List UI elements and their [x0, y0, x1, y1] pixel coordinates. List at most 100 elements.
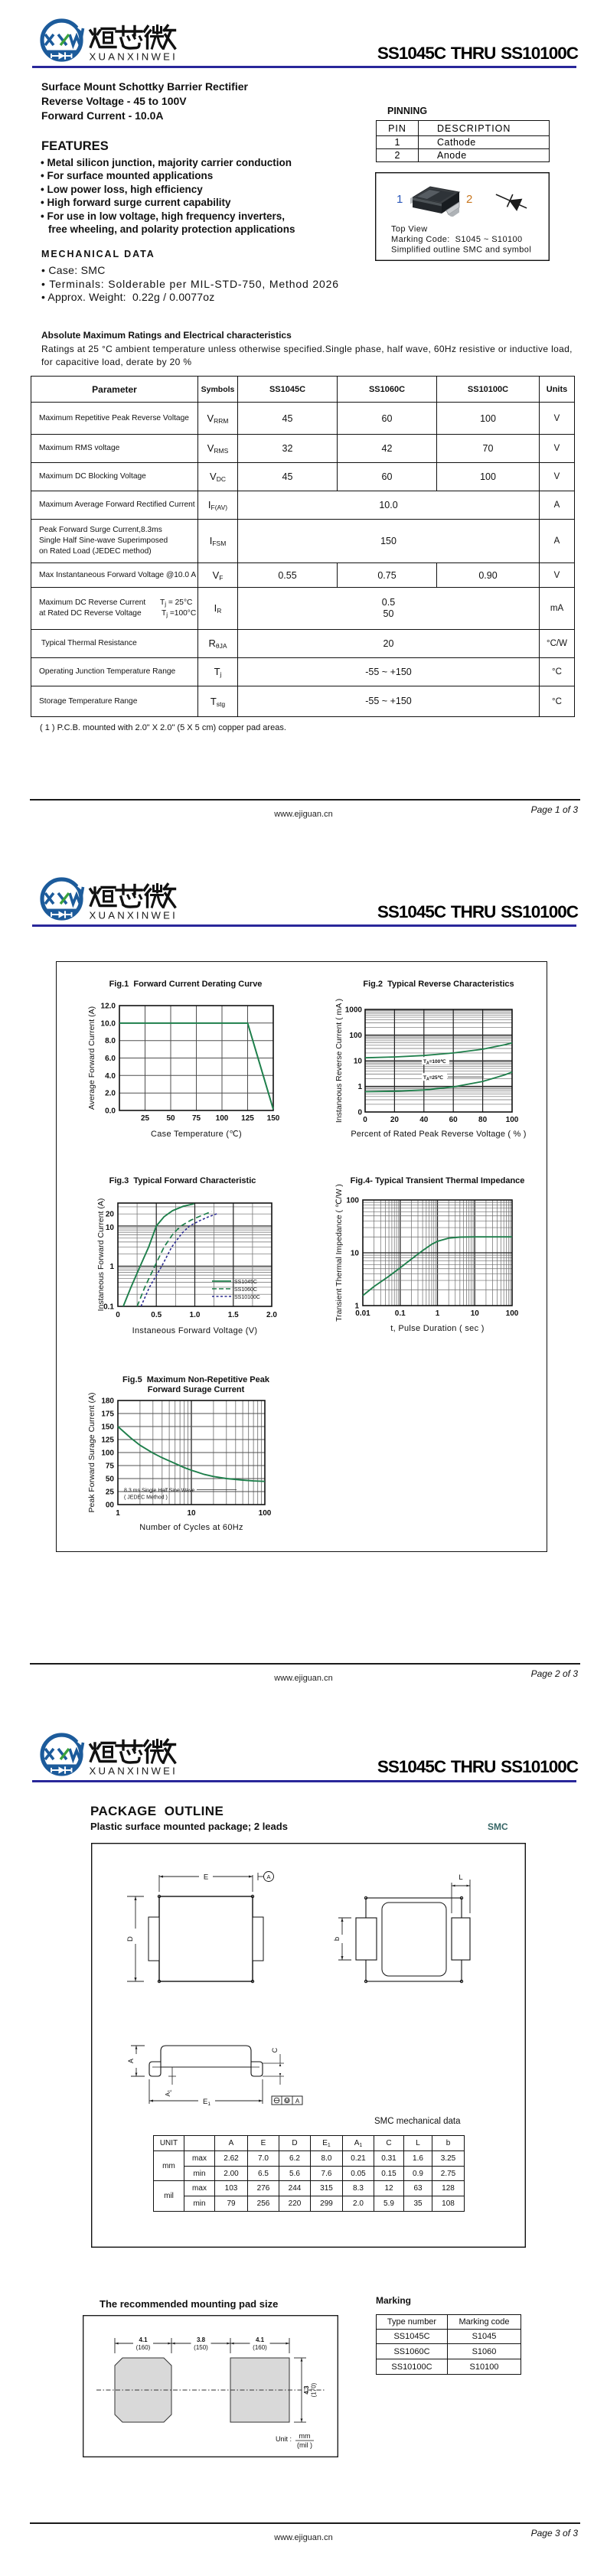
svg-text:XUANXINWEI: XUANXINWEI — [90, 51, 178, 63]
svg-text:75: 75 — [192, 1114, 201, 1123]
svg-text:b: b — [333, 1937, 341, 1941]
svg-text:175: 175 — [101, 1410, 114, 1419]
svg-text:XUANXINWEI: XUANXINWEI — [90, 1766, 178, 1777]
svg-text:1: 1 — [354, 1303, 359, 1311]
svg-text:50: 50 — [166, 1114, 175, 1123]
svg-text:Average Forward Current (A): Average Forward Current (A) — [87, 1006, 96, 1110]
svg-text:Instaneous Reverse Current ( m: Instaneous Reverse Current ( mA ) — [335, 999, 344, 1123]
svg-text:Fig.1 Forward Current Deratin: Fig.1 Forward Current Derating Curve — [109, 980, 263, 989]
svg-text:M: M — [285, 2098, 289, 2104]
svg-text:8.0: 8.0 — [105, 1037, 116, 1045]
svg-text:4.0: 4.0 — [105, 1072, 116, 1081]
svg-text:XUANXINWEI: XUANXINWEI — [90, 910, 178, 921]
svg-text:125: 125 — [101, 1436, 114, 1445]
svg-text:100: 100 — [349, 1032, 362, 1040]
svg-text:A: A — [127, 2059, 135, 2063]
svg-text:Marking Code: S1045 ~ S10100: Marking Code: S1045 ~ S10100 — [391, 235, 523, 244]
svg-text:1: 1 — [109, 1263, 114, 1271]
svg-text:2.0: 2.0 — [105, 1090, 116, 1098]
svg-text:150: 150 — [101, 1423, 114, 1432]
svg-text:Instaneous Forward Voltage (V): Instaneous Forward Voltage (V) — [132, 1326, 258, 1335]
svg-text:Unit :: Unit : — [276, 2435, 292, 2443]
svg-text:10: 10 — [106, 1224, 115, 1232]
svg-text:1: 1 — [436, 1309, 440, 1318]
svg-text:4.1: 4.1 — [256, 2336, 265, 2343]
svg-text:150: 150 — [267, 1114, 280, 1123]
svg-text:20: 20 — [106, 1211, 115, 1219]
svg-text:L: L — [459, 1873, 462, 1882]
svg-text:1000: 1000 — [345, 1006, 363, 1015]
svg-text:(160): (160) — [136, 2344, 151, 2351]
svg-text:D: D — [126, 1936, 135, 1942]
svg-text:180: 180 — [101, 1397, 114, 1406]
svg-text:00: 00 — [106, 1502, 115, 1510]
svg-text:TA=25℃: TA=25℃ — [423, 1074, 444, 1082]
svg-text:6.0: 6.0 — [105, 1055, 116, 1063]
svg-text:100: 100 — [216, 1114, 229, 1123]
svg-text:0: 0 — [116, 1311, 120, 1319]
svg-text:SS10100C: SS10100C — [234, 1295, 260, 1300]
svg-text:60: 60 — [449, 1116, 459, 1124]
svg-text:75: 75 — [106, 1462, 115, 1471]
svg-text:Instaneous Forward Current (A): Instaneous Forward Current (A) — [96, 1198, 106, 1312]
svg-text:100: 100 — [101, 1449, 114, 1458]
svg-text:A: A — [266, 1873, 270, 1880]
svg-text:0.5: 0.5 — [151, 1311, 162, 1319]
svg-text:10: 10 — [354, 1058, 363, 1066]
svg-text:(150): (150) — [194, 2344, 208, 2351]
svg-text:Number of Cycles at 60Hz: Number of Cycles at 60Hz — [139, 1523, 243, 1532]
svg-text:20: 20 — [390, 1116, 400, 1124]
svg-text:Transient Thermal Impedance (: Transient Thermal Impedance ( ℃/W ) — [335, 1184, 344, 1322]
svg-text:40: 40 — [419, 1116, 429, 1124]
svg-text:100: 100 — [346, 1197, 359, 1205]
svg-text:Fig.2 Typical Reverse Charact: Fig.2 Typical Reverse Characteristics — [363, 980, 514, 989]
svg-text:0.01: 0.01 — [355, 1309, 370, 1318]
svg-text:0.0: 0.0 — [105, 1107, 116, 1116]
svg-text:0: 0 — [357, 1109, 362, 1117]
svg-text:4.3: 4.3 — [303, 2385, 310, 2395]
svg-text:t, Pulse Duration ( sec ): t, Pulse Duration ( sec ) — [390, 1324, 484, 1333]
svg-text:1.5: 1.5 — [228, 1311, 239, 1319]
svg-text:3.8: 3.8 — [197, 2336, 206, 2343]
svg-text:mm: mm — [299, 2432, 311, 2440]
svg-text:0.1: 0.1 — [103, 1303, 114, 1312]
svg-text:2: 2 — [466, 193, 472, 206]
svg-text:10: 10 — [187, 1509, 196, 1518]
svg-text:Percent of Rated Peak Reverse: Percent of Rated Peak Reverse Voltage ( … — [351, 1130, 526, 1139]
svg-text:A1: A1 — [164, 2089, 173, 2097]
svg-text:SS1045C: SS1045C — [234, 1280, 257, 1285]
svg-text:(mil ): (mil ) — [297, 2441, 312, 2449]
svg-text:100: 100 — [506, 1309, 519, 1318]
svg-text:E: E — [204, 1873, 208, 1882]
svg-text:80: 80 — [478, 1116, 488, 1124]
svg-text:Forward Surage Current: Forward Surage Current — [148, 1385, 245, 1394]
svg-text:(160): (160) — [253, 2344, 267, 2351]
svg-text:0: 0 — [363, 1116, 367, 1124]
svg-text:( JEDEC Method ): ( JEDEC Method ) — [124, 1495, 168, 1501]
svg-text:0.1: 0.1 — [395, 1309, 406, 1318]
svg-text:(170): (170) — [311, 2382, 318, 2397]
svg-text:25: 25 — [141, 1114, 150, 1123]
svg-text:Fig.4- Typical Transient Therm: Fig.4- Typical Transient Thermal Impedan… — [351, 1176, 525, 1185]
svg-text:25: 25 — [106, 1489, 115, 1497]
svg-text:A: A — [295, 2098, 300, 2105]
svg-text:Case Temperature (℃): Case Temperature (℃) — [151, 1130, 242, 1139]
svg-text:100: 100 — [506, 1116, 519, 1124]
svg-text:10.0: 10.0 — [101, 1019, 116, 1028]
svg-text:1.0: 1.0 — [190, 1311, 201, 1319]
svg-text:50: 50 — [106, 1475, 115, 1484]
svg-text:Fig.5 Maximum Non-Repetitive: Fig.5 Maximum Non-Repetitive Peak — [122, 1375, 270, 1384]
svg-text:Top View: Top View — [391, 225, 428, 234]
svg-text:10: 10 — [471, 1309, 480, 1318]
svg-text:4.1: 4.1 — [139, 2336, 148, 2343]
svg-text:8.3 ms Single Half Sine Wave: 8.3 ms Single Half Sine Wave — [124, 1489, 194, 1494]
svg-text:10: 10 — [351, 1250, 360, 1258]
svg-text:125: 125 — [241, 1114, 254, 1123]
svg-text:12.0: 12.0 — [101, 1003, 116, 1011]
svg-text:1: 1 — [116, 1509, 120, 1518]
svg-text:SS1060C: SS1060C — [234, 1287, 257, 1293]
svg-text:E1: E1 — [203, 2098, 210, 2107]
svg-text:Fig.3 Typical Forward Charact: Fig.3 Typical Forward Characteristic — [109, 1176, 256, 1185]
svg-text:Simplified outline SMC and sym: Simplified outline SMC and symbol — [391, 246, 531, 255]
svg-text:Peak Forward Surage Current (A: Peak Forward Surage Current (A) — [87, 1393, 96, 1513]
